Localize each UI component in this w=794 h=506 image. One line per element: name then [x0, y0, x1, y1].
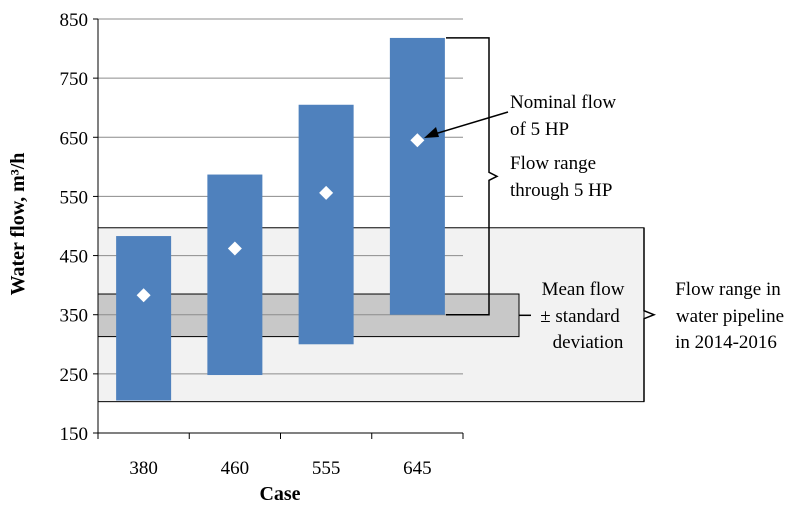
marker-group — [136, 133, 425, 303]
y-tick-label: 150 — [60, 424, 89, 445]
bracket-pipeline — [643, 227, 657, 402]
annotation-mean-line-2: ± standard — [540, 306, 620, 327]
marker-nominal-555 — [319, 185, 334, 200]
annotation-range5hp-line-2: through 5 HP — [510, 180, 612, 201]
y-tick-label: 450 — [60, 247, 89, 268]
bar-460 — [207, 174, 263, 376]
annotation-pipe-line-3: in 2014-2016 — [675, 332, 777, 353]
x-axis-label: Case — [259, 483, 300, 505]
x-tick-label: 645 — [403, 458, 432, 479]
annotation-mean-line-1: Mean flow — [542, 279, 625, 300]
y-tick-label: 550 — [60, 187, 89, 208]
x-tick-label: 555 — [312, 458, 341, 479]
marker-nominal-460 — [227, 241, 242, 256]
x-tick-label: 460 — [221, 458, 250, 479]
bracket-group — [446, 37, 657, 402]
marker-nominal-645 — [410, 133, 425, 148]
bracket-5hp-range — [446, 37, 499, 316]
bar-group — [116, 37, 445, 401]
bar-645 — [389, 37, 445, 315]
marker-nominal-380 — [136, 288, 151, 303]
annotation-range5hp-line-1: Flow range — [510, 153, 596, 174]
annotation-nominal-line-2: of 5 HP — [510, 119, 569, 140]
bar-380 — [116, 236, 172, 401]
annotation-pipe-line-2: water pipeline — [676, 306, 784, 327]
bar-555 — [298, 104, 354, 345]
y-tick-label: 350 — [60, 306, 89, 327]
nominal-arrow — [427, 111, 509, 137]
y-tick-label: 850 — [60, 10, 89, 31]
y-tick-label: 650 — [60, 128, 89, 149]
y-axis-label: Water flow, m³/h — [7, 153, 29, 296]
annotation-pipe-line-1: Flow range in — [675, 279, 781, 300]
axes: 150 250 350 450 550 650 750 850 380 460 555 645 — [60, 10, 464, 479]
nominal-arrowhead — [424, 127, 439, 138]
annotation-nominal-line-1: Nominal flow — [510, 92, 616, 113]
annotation-mean-line-3: deviation — [553, 332, 624, 353]
x-tick-label: 380 — [129, 458, 158, 479]
y-tick-label: 250 — [60, 365, 89, 386]
y-tick-label: 750 — [60, 69, 89, 90]
